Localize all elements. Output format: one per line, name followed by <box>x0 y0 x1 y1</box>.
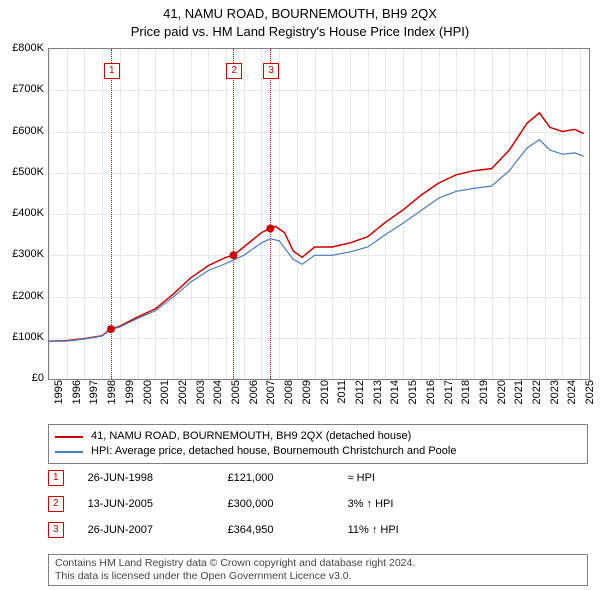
y-tick-label: £600K <box>2 125 44 137</box>
x-tick-label: 2001 <box>159 380 171 416</box>
x-tick-label: 2024 <box>566 380 578 416</box>
x-tick-label: 2004 <box>212 380 224 416</box>
event-badge: 2 <box>226 63 242 79</box>
x-tick-label: 2011 <box>336 380 348 416</box>
title-line2: Price paid vs. HM Land Registry's House … <box>0 24 600 39</box>
x-tick-label: 2022 <box>531 380 543 416</box>
sale-row-3: 3 26-JUN-2007 £364,950 11% ↑ HPI <box>48 522 468 538</box>
chart-root: 41, NAMU ROAD, BOURNEMOUTH, BH9 2QX Pric… <box>0 0 600 590</box>
sale-marker <box>107 325 115 333</box>
title-line1: 41, NAMU ROAD, BOURNEMOUTH, BH9 2QX <box>0 6 600 21</box>
sale-date: 26-JUN-2007 <box>88 524 228 536</box>
y-tick-label: £300K <box>2 248 44 260</box>
x-tick-label: 2013 <box>372 380 384 416</box>
x-tick-label: 1995 <box>53 380 65 416</box>
y-tick-label: £200K <box>2 290 44 302</box>
y-tick-label: £400K <box>2 207 44 219</box>
sale-marker <box>266 225 274 233</box>
sale-row-2: 2 13-JUN-2005 £300,000 3% ↑ HPI <box>48 496 468 512</box>
sale-date: 26-JUN-1998 <box>88 472 228 484</box>
sale-badge: 1 <box>48 470 64 486</box>
disclaimer-line1: Contains HM Land Registry data © Crown c… <box>55 557 581 570</box>
y-tick-label: £0 <box>2 372 44 384</box>
x-tick-label: 1996 <box>71 380 83 416</box>
sale-badge: 3 <box>48 522 64 538</box>
x-tick-label: 2020 <box>496 380 508 416</box>
sale-row-1: 1 26-JUN-1998 £121,000 ≈ HPI <box>48 470 468 486</box>
series-price_paid <box>49 113 584 341</box>
x-tick-label: 2023 <box>549 380 561 416</box>
x-tick-label: 2010 <box>319 380 331 416</box>
x-tick-label: 2017 <box>443 380 455 416</box>
x-tick-label: 2021 <box>513 380 525 416</box>
x-tick-label: 2005 <box>230 380 242 416</box>
sale-price: £121,000 <box>228 472 348 484</box>
x-tick-label: 2000 <box>142 380 154 416</box>
sale-date: 13-JUN-2005 <box>88 498 228 510</box>
x-tick-label: 2016 <box>425 380 437 416</box>
x-tick-label: 1997 <box>88 380 100 416</box>
sale-marker <box>230 251 238 259</box>
series-hpi <box>49 140 584 341</box>
sale-badge: 2 <box>48 496 64 512</box>
y-tick-label: £700K <box>2 83 44 95</box>
x-tick-label: 1999 <box>124 380 136 416</box>
x-tick-label: 2012 <box>354 380 366 416</box>
x-tick-label: 2014 <box>389 380 401 416</box>
x-tick-label: 1998 <box>106 380 118 416</box>
sale-delta: 11% ↑ HPI <box>348 524 468 536</box>
x-tick-label: 2009 <box>301 380 313 416</box>
legend-row: HPI: Average price, detached house, Bour… <box>55 444 581 459</box>
sale-delta: ≈ HPI <box>348 472 468 484</box>
legend: 41, NAMU ROAD, BOURNEMOUTH, BH9 2QX (det… <box>48 424 588 464</box>
legend-swatch-1 <box>55 451 83 453</box>
event-badge: 1 <box>104 63 120 79</box>
legend-row: 41, NAMU ROAD, BOURNEMOUTH, BH9 2QX (det… <box>55 429 581 444</box>
sale-price: £300,000 <box>228 498 348 510</box>
legend-label-1: HPI: Average price, detached house, Bour… <box>91 444 456 459</box>
series-lines <box>49 49 589 379</box>
x-tick-label: 2002 <box>177 380 189 416</box>
x-tick-label: 2015 <box>407 380 419 416</box>
x-tick-label: 2019 <box>478 380 490 416</box>
y-tick-label: £100K <box>2 331 44 343</box>
x-tick-label: 2007 <box>265 380 277 416</box>
legend-label-0: 41, NAMU ROAD, BOURNEMOUTH, BH9 2QX (det… <box>91 429 411 444</box>
x-tick-label: 2003 <box>195 380 207 416</box>
legend-swatch-0 <box>55 436 83 438</box>
sale-price: £364,950 <box>228 524 348 536</box>
disclaimer: Contains HM Land Registry data © Crown c… <box>48 554 588 586</box>
sale-delta: 3% ↑ HPI <box>348 498 468 510</box>
y-tick-label: £800K <box>2 42 44 54</box>
x-tick-label: 2018 <box>460 380 472 416</box>
x-tick-label: 2025 <box>584 380 596 416</box>
event-badge: 3 <box>263 63 279 79</box>
y-tick-label: £500K <box>2 166 44 178</box>
x-tick-label: 2006 <box>248 380 260 416</box>
x-tick-label: 2008 <box>283 380 295 416</box>
disclaimer-line2: This data is licensed under the Open Gov… <box>55 570 581 583</box>
plot-area: 1 2 3 <box>48 48 590 380</box>
